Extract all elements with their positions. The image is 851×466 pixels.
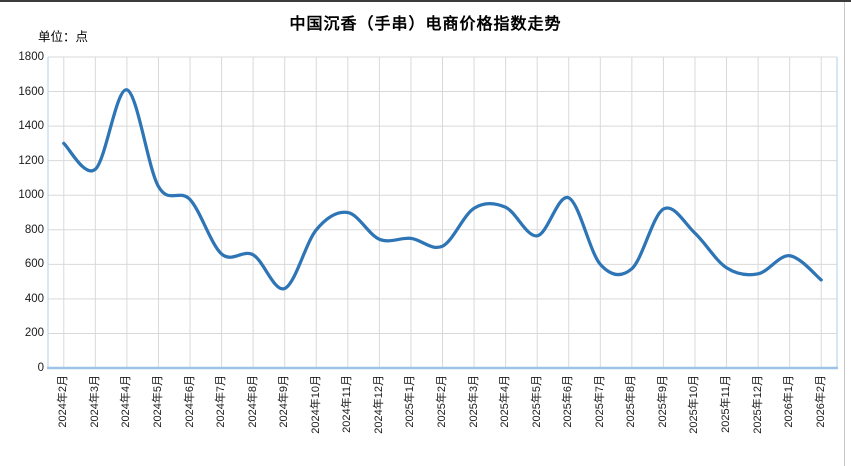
x-tick-label: 2025年8月 xyxy=(625,375,638,428)
chart-title: 中国沉香（手串）电商价格指数走势 xyxy=(289,16,562,33)
x-tick-label: 2025年7月 xyxy=(593,375,606,428)
y-tick-label: 0 xyxy=(37,362,44,374)
page-right-divider xyxy=(844,2,845,466)
x-tick-label: 2025年4月 xyxy=(499,375,512,428)
x-tick-label: 2024年4月 xyxy=(120,375,133,428)
y-tick-label: 1000 xyxy=(18,189,44,202)
price-index-series-line xyxy=(62,88,823,291)
y-tick-label: 200 xyxy=(24,327,44,340)
y-tick-label: 1200 xyxy=(18,154,44,167)
x-tick-label: 2025年11月 xyxy=(720,375,733,433)
x-tick-label: 2025年5月 xyxy=(530,375,543,428)
x-tick-label: 2024年3月 xyxy=(88,375,101,428)
x-tick-label: 2026年1月 xyxy=(783,375,796,428)
x-tick-label: 2024年10月 xyxy=(309,375,322,434)
x-tick-label: 2024年9月 xyxy=(278,375,291,428)
x-tick-label: 2024年12月 xyxy=(372,375,385,434)
x-tick-label: 2025年9月 xyxy=(656,375,669,428)
y-tick-label: 1800 xyxy=(18,51,44,63)
y-tick-label: 1400 xyxy=(18,120,44,133)
y-tick-label: 400 xyxy=(24,292,44,305)
x-tick-label: 2024年6月 xyxy=(183,375,196,428)
x-tick-label: 2024年5月 xyxy=(151,375,164,428)
y-tick-label: 600 xyxy=(24,258,44,271)
y-tick-label: 800 xyxy=(24,223,44,236)
x-tick-label: 2024年7月 xyxy=(215,375,228,428)
x-tick-label: 2024年11月 xyxy=(341,375,354,433)
x-tick-label: 2024年2月 xyxy=(57,375,70,428)
x-tick-label: 2026年2月 xyxy=(814,375,827,428)
x-tick-label: 2025年2月 xyxy=(436,375,448,428)
x-tick-label: 2025年3月 xyxy=(467,375,480,428)
x-tick-label: 2025年12月 xyxy=(751,375,764,434)
y-axis-unit-label: 单位：点 xyxy=(38,30,89,44)
x-tick-label: 2025年10月 xyxy=(688,375,701,434)
x-tick-label: 2025年1月 xyxy=(404,375,417,428)
x-tick-label: 2025年6月 xyxy=(562,375,575,428)
x-tick-label: 2024年8月 xyxy=(246,375,259,428)
y-tick-label: 1600 xyxy=(18,85,44,98)
window-top-border xyxy=(0,0,851,2)
